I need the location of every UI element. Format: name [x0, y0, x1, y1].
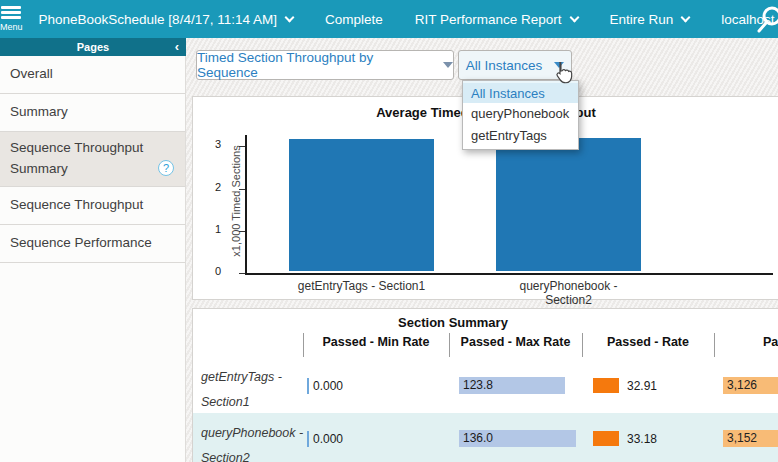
mouse-cursor-hand-icon [550, 60, 576, 86]
report-type-label: RIT Performance Report [415, 12, 562, 27]
menu-button-label: Menu [0, 22, 23, 32]
chart-bar-getentrytags [289, 139, 434, 271]
sidebar-collapse-icon[interactable]: ‹ [175, 39, 179, 54]
schedule-dropdown-label: PhoneBookSchedule [8/4/17, 11:14 AM] [39, 12, 277, 27]
sidebar-item-label: Summary [10, 102, 68, 123]
run-scope-label: Entire Run [610, 12, 674, 27]
y-tick-label: 0 [195, 265, 221, 277]
sidebar-item-sequence-throughput[interactable]: Sequence Throughput [0, 187, 185, 225]
row-label-line1: queryPhonebook - [201, 426, 303, 440]
pages-header-label: Pages [77, 41, 109, 53]
menu-option-queryphonebook[interactable]: queryPhonebook [463, 103, 578, 125]
chevron-down-icon [285, 12, 295, 22]
view-select-dropdown[interactable]: Timed Section Throughput by Sequence [196, 50, 454, 80]
chevron-down-icon [681, 12, 691, 22]
status-text: Complete [325, 12, 383, 27]
pages-sidebar: Overall Summary Sequence Throughput Summ… [0, 56, 186, 462]
report-window: Menu PhoneBookSchedule [8/4/17, 11:14 AM… [0, 0, 778, 462]
sidebar-item-label: Sequence Throughput [10, 195, 143, 216]
rate-bar [593, 431, 619, 446]
x-category-label: getEntryTags - Section1 [289, 279, 434, 293]
row-label: queryPhonebook - Section2 [201, 421, 303, 462]
run-scope-dropdown[interactable]: Entire Run [594, 0, 706, 38]
chart-x-axis [245, 273, 773, 275]
column-header-passed-min-rate: Passed - Min Rate [303, 335, 449, 349]
row-label: getEntryTags - Section1 [201, 365, 282, 415]
schedule-dropdown[interactable]: PhoneBookSchedule [8/4/17, 11:14 AM] [23, 0, 309, 38]
max-rate-value: 136.0 [463, 431, 493, 445]
top-bar: Menu PhoneBookSchedule [8/4/17, 11:14 AM… [0, 0, 778, 38]
column-header-passed-max-rate: Passed - Max Rate [449, 335, 582, 349]
min-rate-bar [307, 431, 309, 447]
sidebar-item-sequence-throughput-summary[interactable]: Sequence Throughput Summary ? [0, 132, 185, 187]
count-bar: 3,126 [723, 377, 778, 394]
row-label-line2: Section1 [201, 395, 250, 409]
min-rate-value: 0.000 [313, 432, 343, 446]
instance-select-value: All Instances [466, 58, 543, 73]
sidebar-item-overall[interactable]: Overall [0, 56, 185, 94]
column-header-passed-count: Pas [763, 335, 778, 349]
max-rate-bar: 136.0 [459, 430, 576, 447]
sidebar-item-label: Overall [10, 64, 53, 85]
row-label-line1: getEntryTags - [201, 370, 282, 384]
dropdown-arrow-icon [443, 62, 453, 68]
row-label-line2: Section2 [201, 451, 250, 462]
sidebar-item-label: Sequence Performance [10, 233, 152, 254]
y-tick-label: 2 [195, 181, 221, 193]
menu-button[interactable]: Menu [0, 0, 23, 38]
chart-y-axis [245, 135, 247, 275]
count-value: 3,126 [727, 378, 757, 392]
sidebar-item-sequence-performance[interactable]: Sequence Performance [0, 225, 185, 263]
count-value: 3,152 [727, 431, 757, 445]
section-summary-table: Section Summary Passed - Min Rate Passed… [192, 308, 778, 462]
y-tick-label: 3 [195, 138, 221, 150]
pages-header: Pages ‹ [0, 38, 186, 56]
chart-y-axis-label: x1,000 Timed Sections [230, 108, 242, 294]
min-rate-value: 0.000 [313, 379, 343, 393]
status-label: Complete [309, 0, 399, 38]
view-select-value: Timed Section Throughput by Sequence [197, 50, 431, 80]
help-icon[interactable]: ? [158, 160, 174, 176]
table-title: Section Summary [193, 315, 713, 330]
search-icon[interactable] [754, 3, 778, 35]
rate-value: 33.18 [627, 432, 657, 446]
table-row: getEntryTags - Section1 0.000 123.8 32.9… [193, 357, 778, 413]
report-type-dropdown[interactable]: RIT Performance Report [399, 0, 594, 38]
instance-options-menu: All Instances queryPhonebook getEntryTag… [462, 80, 579, 150]
menu-option-getentrytags[interactable]: getEntryTags [463, 125, 578, 147]
chart-bar-queryphonebook [496, 138, 641, 271]
column-header-passed-rate: Passed - Rate [582, 335, 714, 349]
x-category-label: queryPhonebook - Section2 [496, 279, 641, 307]
max-rate-value: 123.8 [463, 378, 493, 392]
min-rate-bar [307, 378, 309, 394]
sidebar-item-summary[interactable]: Summary [0, 94, 185, 132]
hamburger-icon [1, 6, 21, 19]
y-tick-label: 1 [195, 223, 221, 235]
count-bar: 3,152 [723, 430, 778, 447]
sidebar-item-label: Sequence Throughput Summary [10, 138, 151, 180]
rate-bar [593, 378, 619, 393]
max-rate-bar: 123.8 [459, 377, 565, 394]
chevron-down-icon [569, 12, 579, 22]
table-row: queryPhonebook - Section2 0.000 136.0 33… [193, 413, 778, 462]
rate-value: 32.91 [627, 379, 657, 393]
